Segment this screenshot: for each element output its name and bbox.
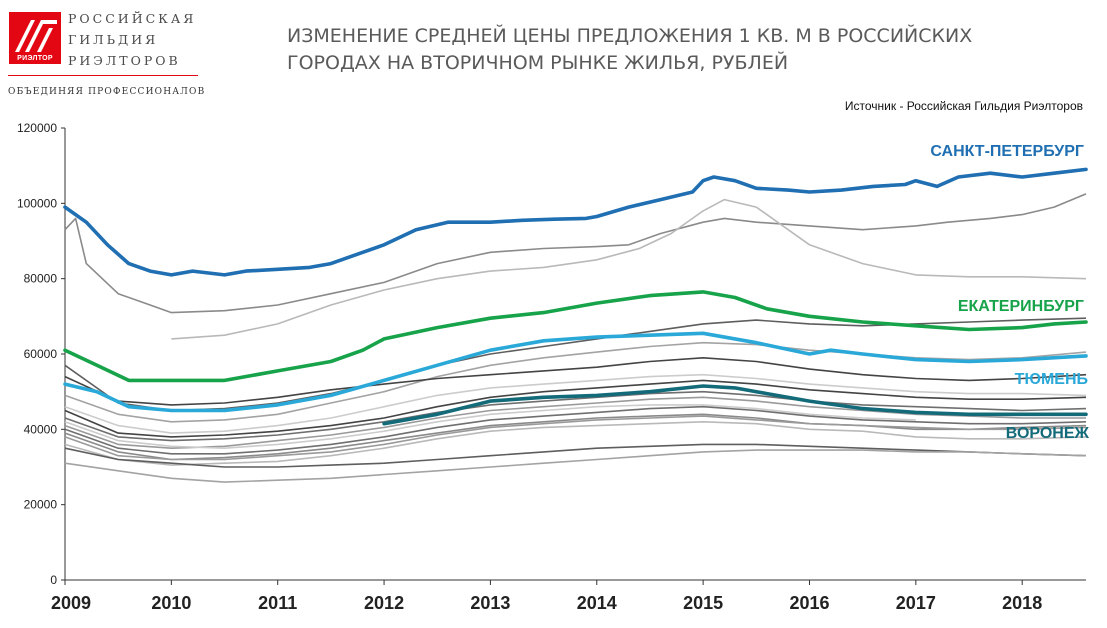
background-series-line: [64, 379, 1087, 438]
background-series-line: [64, 390, 1087, 442]
series-line-3: [382, 384, 1088, 426]
x-tick-label: 2015: [683, 593, 723, 613]
x-tick-label: 2011: [258, 593, 297, 613]
y-tick-label: 120000: [17, 121, 57, 135]
background-series-line: [64, 415, 1087, 461]
logo-badge: РИЭЛТОР: [9, 12, 61, 64]
logo-badge-text: РИЭЛТОР: [17, 55, 53, 62]
series-label-3: ВОРОНЕЖ: [1006, 425, 1090, 442]
x-tick-label: 2017: [896, 593, 936, 613]
series-line-1: [63, 290, 1088, 383]
y-tick-label: 60000: [24, 347, 58, 361]
background-series-line: [64, 405, 1087, 455]
series-label-0: САНКТ-ПЕТЕРБУРГ: [930, 143, 1084, 160]
logo-emblem-icon: [15, 20, 57, 52]
source-note: Источник - Российская Гильдия Риэлторов: [844, 99, 1083, 113]
background-series-line: [64, 373, 1087, 434]
x-tick-label: 2009: [51, 593, 91, 613]
series-line-0: [63, 167, 1088, 277]
logo-name-line-3: РИЭЛТОРОВ: [68, 53, 181, 68]
chart-title: ИЗМЕНЕНИЕ СРЕДНЕЙ ЦЕНЫ ПРЕДЛОЖЕНИЯ 1 КВ.…: [287, 23, 1027, 77]
background-series-line: [171, 198, 1087, 340]
y-tick-label: 0: [50, 573, 57, 587]
background-series-line: [64, 193, 1087, 314]
y-tick-label: 40000: [24, 422, 58, 436]
x-tick-label: 2012: [364, 593, 404, 613]
x-tick-label: 2016: [789, 593, 829, 613]
y-tick-label: 80000: [24, 272, 58, 286]
logo-name-line-1: РОССИЙСКАЯ: [68, 11, 197, 26]
background-series-line: [64, 449, 1087, 483]
chart-title-line-2: ГОРОДАХ НА ВТОРИЧНОМ РЫНКЕ ЖИЛЬЯ, РУБЛЕЙ: [287, 52, 789, 74]
background-series-line: [64, 404, 916, 449]
background-series-line: [64, 357, 1087, 406]
logo-name-line-2: ГИЛЬДИЯ: [68, 32, 159, 47]
logo-divider: [8, 75, 198, 76]
x-tick-label: 2014: [577, 593, 617, 613]
logo-tagline: ОБЪЕДИНЯЯ ПРОФЕССИОНАЛОВ: [8, 87, 206, 97]
series-label-1: ЕКАТЕРИНБУРГ: [958, 298, 1084, 315]
x-tick-label: 2013: [470, 593, 510, 613]
y-tick-label: 20000: [24, 498, 58, 512]
background-series-line: [64, 421, 1087, 466]
background-series-line: [64, 396, 1086, 449]
series-label-2: ТЮМЕНЬ: [1015, 371, 1088, 388]
background-series-line: [64, 413, 1087, 461]
series-line-2: [63, 331, 1088, 413]
x-tick-label: 2010: [151, 593, 191, 613]
background-series-line: [64, 443, 1087, 468]
y-tick-label: 100000: [17, 196, 57, 210]
x-tick-label: 2018: [1002, 593, 1042, 613]
chart-title-line-1: ИЗМЕНЕНИЕ СРЕДНЕЙ ЦЕНЫ ПРЕДЛОЖЕНИЯ 1 КВ.…: [287, 25, 973, 47]
